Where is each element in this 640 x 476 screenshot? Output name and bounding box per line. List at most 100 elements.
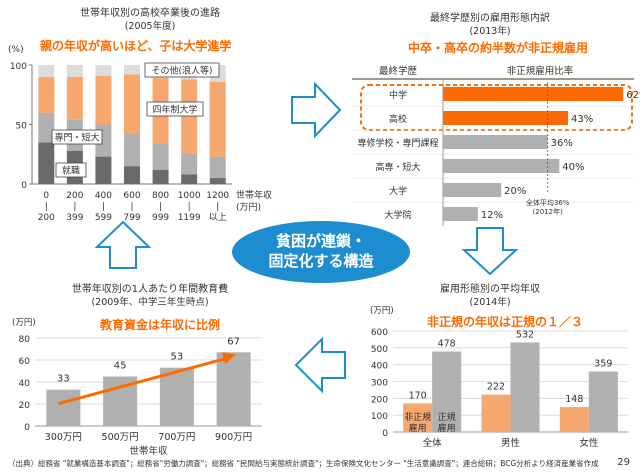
chart4-value-label: 359	[594, 359, 612, 370]
chart-income-vs-path: 世帯年収別の高校卒業後の進路 (2005年度) (%) 親の年収が高いほど、子は…	[8, 6, 272, 223]
chart3-title: 世帯年収別の1人あたり年間教育費	[72, 282, 228, 295]
chart3-bar	[159, 367, 194, 426]
chart4-value-label: 170	[409, 390, 427, 401]
chart4-series-label: 雇用	[438, 422, 456, 434]
chart1-x-tick-top: 200	[66, 191, 83, 201]
chart2-category-label: 大学	[389, 185, 407, 197]
chart1-label-univ-box	[146, 101, 204, 117]
center-message-line2: 固定化する構造	[268, 252, 374, 270]
chart2-col-header-ratio: 非正規雇用比率	[507, 65, 574, 77]
chart3-trend-arrow	[57, 356, 228, 406]
chart2-bar	[443, 207, 478, 221]
chart1-x-tick-bottom: 200	[38, 213, 55, 223]
chart-income-vs-education-cost: 世帯年収別の1人あたり年間教育費 (2009年、中学三年生時点) (万円) 教育…	[12, 282, 262, 457]
chart4-x-tick-label: 男性	[501, 437, 521, 449]
chart2-average-year: (2012年)	[533, 207, 564, 216]
chart4-bar-regular	[588, 371, 618, 432]
chart3-value-label: 45	[114, 361, 127, 372]
chart1-label-other-box	[144, 62, 220, 78]
chart4-x-tick-label: 全体	[423, 437, 443, 449]
arrow-up-icon	[94, 220, 152, 269]
chart4-y-tick-label: 600	[371, 328, 388, 338]
chart3-y-tick-label: 0	[24, 423, 30, 433]
chart1-x-tick-separator: |	[73, 202, 76, 212]
chart-education-vs-employment: 最終学歴別の雇用形態内訳 (2013年) 中卒・高卒の約半数が非正規雇用 最終学…	[352, 11, 640, 226]
chart2-bar	[443, 135, 548, 149]
arrow-right-icon	[291, 81, 342, 139]
chart2-bar	[443, 159, 560, 173]
chart2-subtitle: (2013年)	[469, 25, 510, 37]
chart1-bar-segment	[95, 156, 112, 184]
chart1-bar-segment	[181, 153, 198, 175]
chart3-x-tick-label: 900万円	[215, 432, 252, 443]
chart1-x-tick-separator: |	[102, 202, 105, 212]
chart3-subtitle: (2009年、中学三年生時点)	[91, 296, 208, 308]
chart3-trend-arrowhead	[221, 352, 236, 365]
chart3-xlabel: 世帯年収	[129, 445, 168, 457]
chart1-x-tick-separator: |	[130, 202, 133, 212]
chart2-category-label: 高専・短大	[375, 161, 420, 173]
chart2-category-label: 中学	[389, 89, 407, 101]
chart2-value-label: 43%	[571, 114, 593, 125]
chart1-label-vocational-box	[51, 129, 103, 145]
chart4-x-tick-label: 女性	[579, 437, 599, 449]
chart1-xunit: (万円)	[236, 202, 261, 213]
chart4-y-tick-label: 400	[371, 362, 388, 372]
chart1-bar-segment	[152, 143, 169, 170]
chart1-bar-segment	[38, 65, 55, 77]
chart2-value-label: 20%	[504, 186, 526, 197]
chart4-series-label: 雇用	[409, 422, 427, 434]
chart1-title: 世帯年収別の高校卒業後の進路	[80, 6, 220, 19]
chart4-y-tick-label: 200	[371, 395, 388, 405]
chart1-bar-segment	[38, 142, 55, 184]
chart1-bar-segment	[209, 81, 226, 157]
chart3-value-label: 33	[57, 374, 70, 385]
chart4-bar-regular	[432, 351, 462, 432]
chart1-x-tick-separator: |	[159, 202, 162, 212]
chart2-bar	[443, 87, 624, 101]
chart1-x-tick-bottom: 599	[95, 213, 112, 223]
chart3-ylabel: (万円)	[12, 318, 36, 328]
chart4-value-label: 478	[438, 339, 456, 350]
chart4-bar-nonregular	[403, 403, 433, 432]
chart1-bar-segment	[124, 166, 140, 184]
chart1-bar-segment	[66, 65, 83, 77]
chart3-value-label: 53	[171, 352, 184, 363]
chart3-y-tick-label: 20	[19, 401, 31, 411]
chart1-subtitle: (2005年度)	[125, 20, 176, 32]
chart2-bar	[443, 183, 502, 197]
chart1-label-job: 就職	[62, 165, 80, 177]
center-message-line1: 貧困が連鎖・	[275, 232, 366, 250]
chart4-y-tick-label: 300	[371, 379, 388, 389]
chart1-bar-segment	[38, 112, 55, 143]
chart3-bar	[216, 352, 251, 426]
center-message: 貧困が連鎖・ 固定化する構造	[232, 221, 410, 283]
chart1-x-tick-bottom: 799	[123, 213, 140, 223]
chart1-bar-segment	[124, 134, 140, 167]
chart1-bar-segment	[66, 76, 83, 120]
chart2-average-label: 全体平均36%	[526, 198, 570, 207]
chart1-x-tick-top: 800	[152, 191, 169, 201]
chart4-ylabel: (万円)	[370, 306, 394, 316]
chart2-title: 最終学歴別の雇用形態内訳	[430, 11, 550, 24]
chart1-bar-segment	[181, 174, 198, 184]
page-number: 29	[617, 457, 630, 468]
chart2-category-label: 大学院	[384, 209, 411, 221]
chart1-bar-segment	[209, 178, 226, 184]
chart1-x-tick-separator: |	[45, 202, 48, 212]
chart4-value-label: 532	[516, 329, 534, 340]
chart1-x-tick-top: 400	[95, 191, 112, 201]
chart2-category-label: 高校	[389, 113, 407, 125]
chart1-label-job-box	[55, 162, 87, 178]
chart3-y-tick-label: 40	[19, 379, 31, 389]
chart4-bar-nonregular	[559, 407, 589, 432]
chart3-x-tick-label: 500万円	[102, 432, 139, 443]
chart1-x-tick-top: 600	[123, 191, 140, 201]
chart4-title: 雇用形態別の平均年収	[440, 282, 540, 295]
chart2-category-label: 専修学校・専門課程	[357, 137, 438, 149]
chart1-x-tick-bottom: 1199	[178, 213, 201, 223]
chart3-headline: 教育資金は年収に比例	[99, 317, 220, 332]
chart1-label-vocational: 専門・短大	[54, 132, 99, 144]
chart4-series-label: 非正規	[404, 411, 431, 423]
chart1-label-univ: 四年制大学	[152, 104, 197, 116]
